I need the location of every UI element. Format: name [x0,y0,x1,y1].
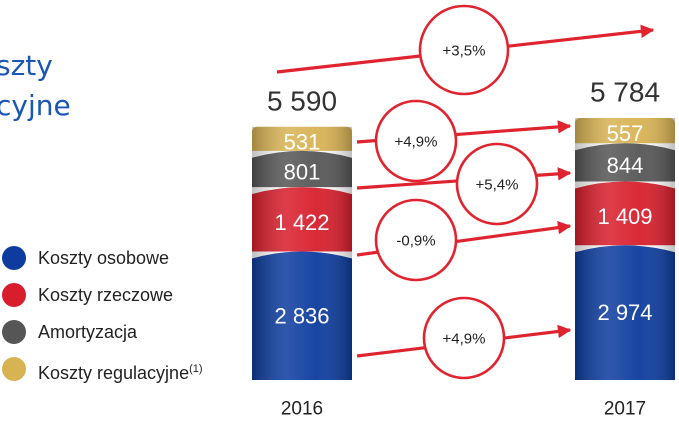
change-label: +5,4% [476,177,519,194]
legend-swatch [2,283,26,307]
legend-swatch [2,357,26,381]
legend-swatch [2,246,26,270]
chart-title-line-1: szty [0,49,53,82]
category-label-2017: 2017 [604,399,646,420]
legend-label: Koszty osobowe [38,248,170,268]
change-label: -0,9% [396,233,435,250]
bar-shading-2017 [575,118,675,380]
segment-label: 557 [607,121,644,146]
legend-label: Amortyzacja [38,322,138,342]
total-label-2016: 5 590 [267,85,337,116]
legend-label: Koszty rzeczowe [38,285,174,305]
segment-label: 2 836 [274,303,329,328]
footnote-marker: (1) [189,363,203,375]
category-label-2016: 2016 [281,399,323,420]
segment-label: 801 [284,159,321,184]
segment-label: 1 409 [597,204,652,229]
chart-title-line-2: cyjne [0,89,71,122]
change-bubble [374,198,458,282]
total-label-2017: 5 784 [590,77,660,108]
change-bubble [422,296,506,380]
change-label: +4,9% [395,134,438,151]
bar-shading-2016 [252,126,352,380]
change-bubble [418,4,510,96]
change-bubble [374,99,458,183]
segment-label: 531 [284,129,321,154]
segment-label: 2 974 [597,300,652,325]
change-label: +4,9% [443,331,486,348]
legend-swatch [2,320,26,344]
segment-label: 1 422 [274,210,329,235]
segment-label: 844 [607,153,644,178]
change-bubble [455,142,539,226]
legend-label: Koszty regulacyjne(1) [38,363,203,383]
change-label: +3,5% [443,43,486,60]
